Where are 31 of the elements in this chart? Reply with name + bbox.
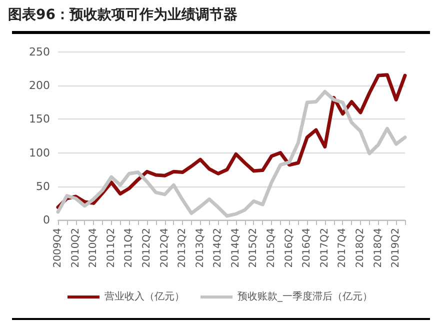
y-tick-label: 250 xyxy=(29,46,50,58)
line-series xyxy=(56,90,407,218)
legend-label: 预收账款_一季度滞后（亿元） xyxy=(238,290,372,302)
x-tick-label: 2017Q2 xyxy=(319,228,330,268)
chart-title: 图表96：预收款项可作为业绩调节器 xyxy=(8,6,238,24)
x-tick-label: 2016Q2 xyxy=(284,228,295,268)
x-tick-label: 2010Q4 xyxy=(88,228,100,268)
x-tick-label: 2012Q4 xyxy=(159,228,170,268)
x-tick-label: 2018Q4 xyxy=(372,228,384,268)
line-series xyxy=(56,73,407,209)
x-tick-label: 2010Q2 xyxy=(70,228,82,268)
legend-label: 营业收入（亿元） xyxy=(104,290,184,302)
x-tick-label: 2013Q2 xyxy=(177,228,188,268)
x-tick-label: 2018Q2 xyxy=(355,228,366,268)
x-tick-label: 2017Q4 xyxy=(337,228,348,268)
x-tick-label: 2015Q4 xyxy=(266,228,278,268)
x-tick-label: 2014Q2 xyxy=(212,228,224,268)
x-tick-label: 2015Q2 xyxy=(248,228,260,268)
x-tick-label: 2011Q2 xyxy=(106,228,117,268)
x-tick-label: 2014Q4 xyxy=(230,228,242,268)
y-tick-label: 150 xyxy=(29,112,50,126)
y-tick-label: 50 xyxy=(36,180,50,193)
x-tick-label: 2009Q4 xyxy=(52,228,64,268)
x-tick-label: 2019Q2 xyxy=(390,228,402,268)
x-tick-label: 2013Q4 xyxy=(194,228,206,268)
x-tick-label: 2012Q2 xyxy=(141,228,152,268)
x-tick-label: 2016Q4 xyxy=(302,228,313,268)
y-tick-label: 100 xyxy=(29,146,50,160)
y-tick-label: 0 xyxy=(43,214,50,226)
x-tick-label: 2011Q4 xyxy=(124,228,135,268)
y-tick-label: 200 xyxy=(29,79,50,92)
